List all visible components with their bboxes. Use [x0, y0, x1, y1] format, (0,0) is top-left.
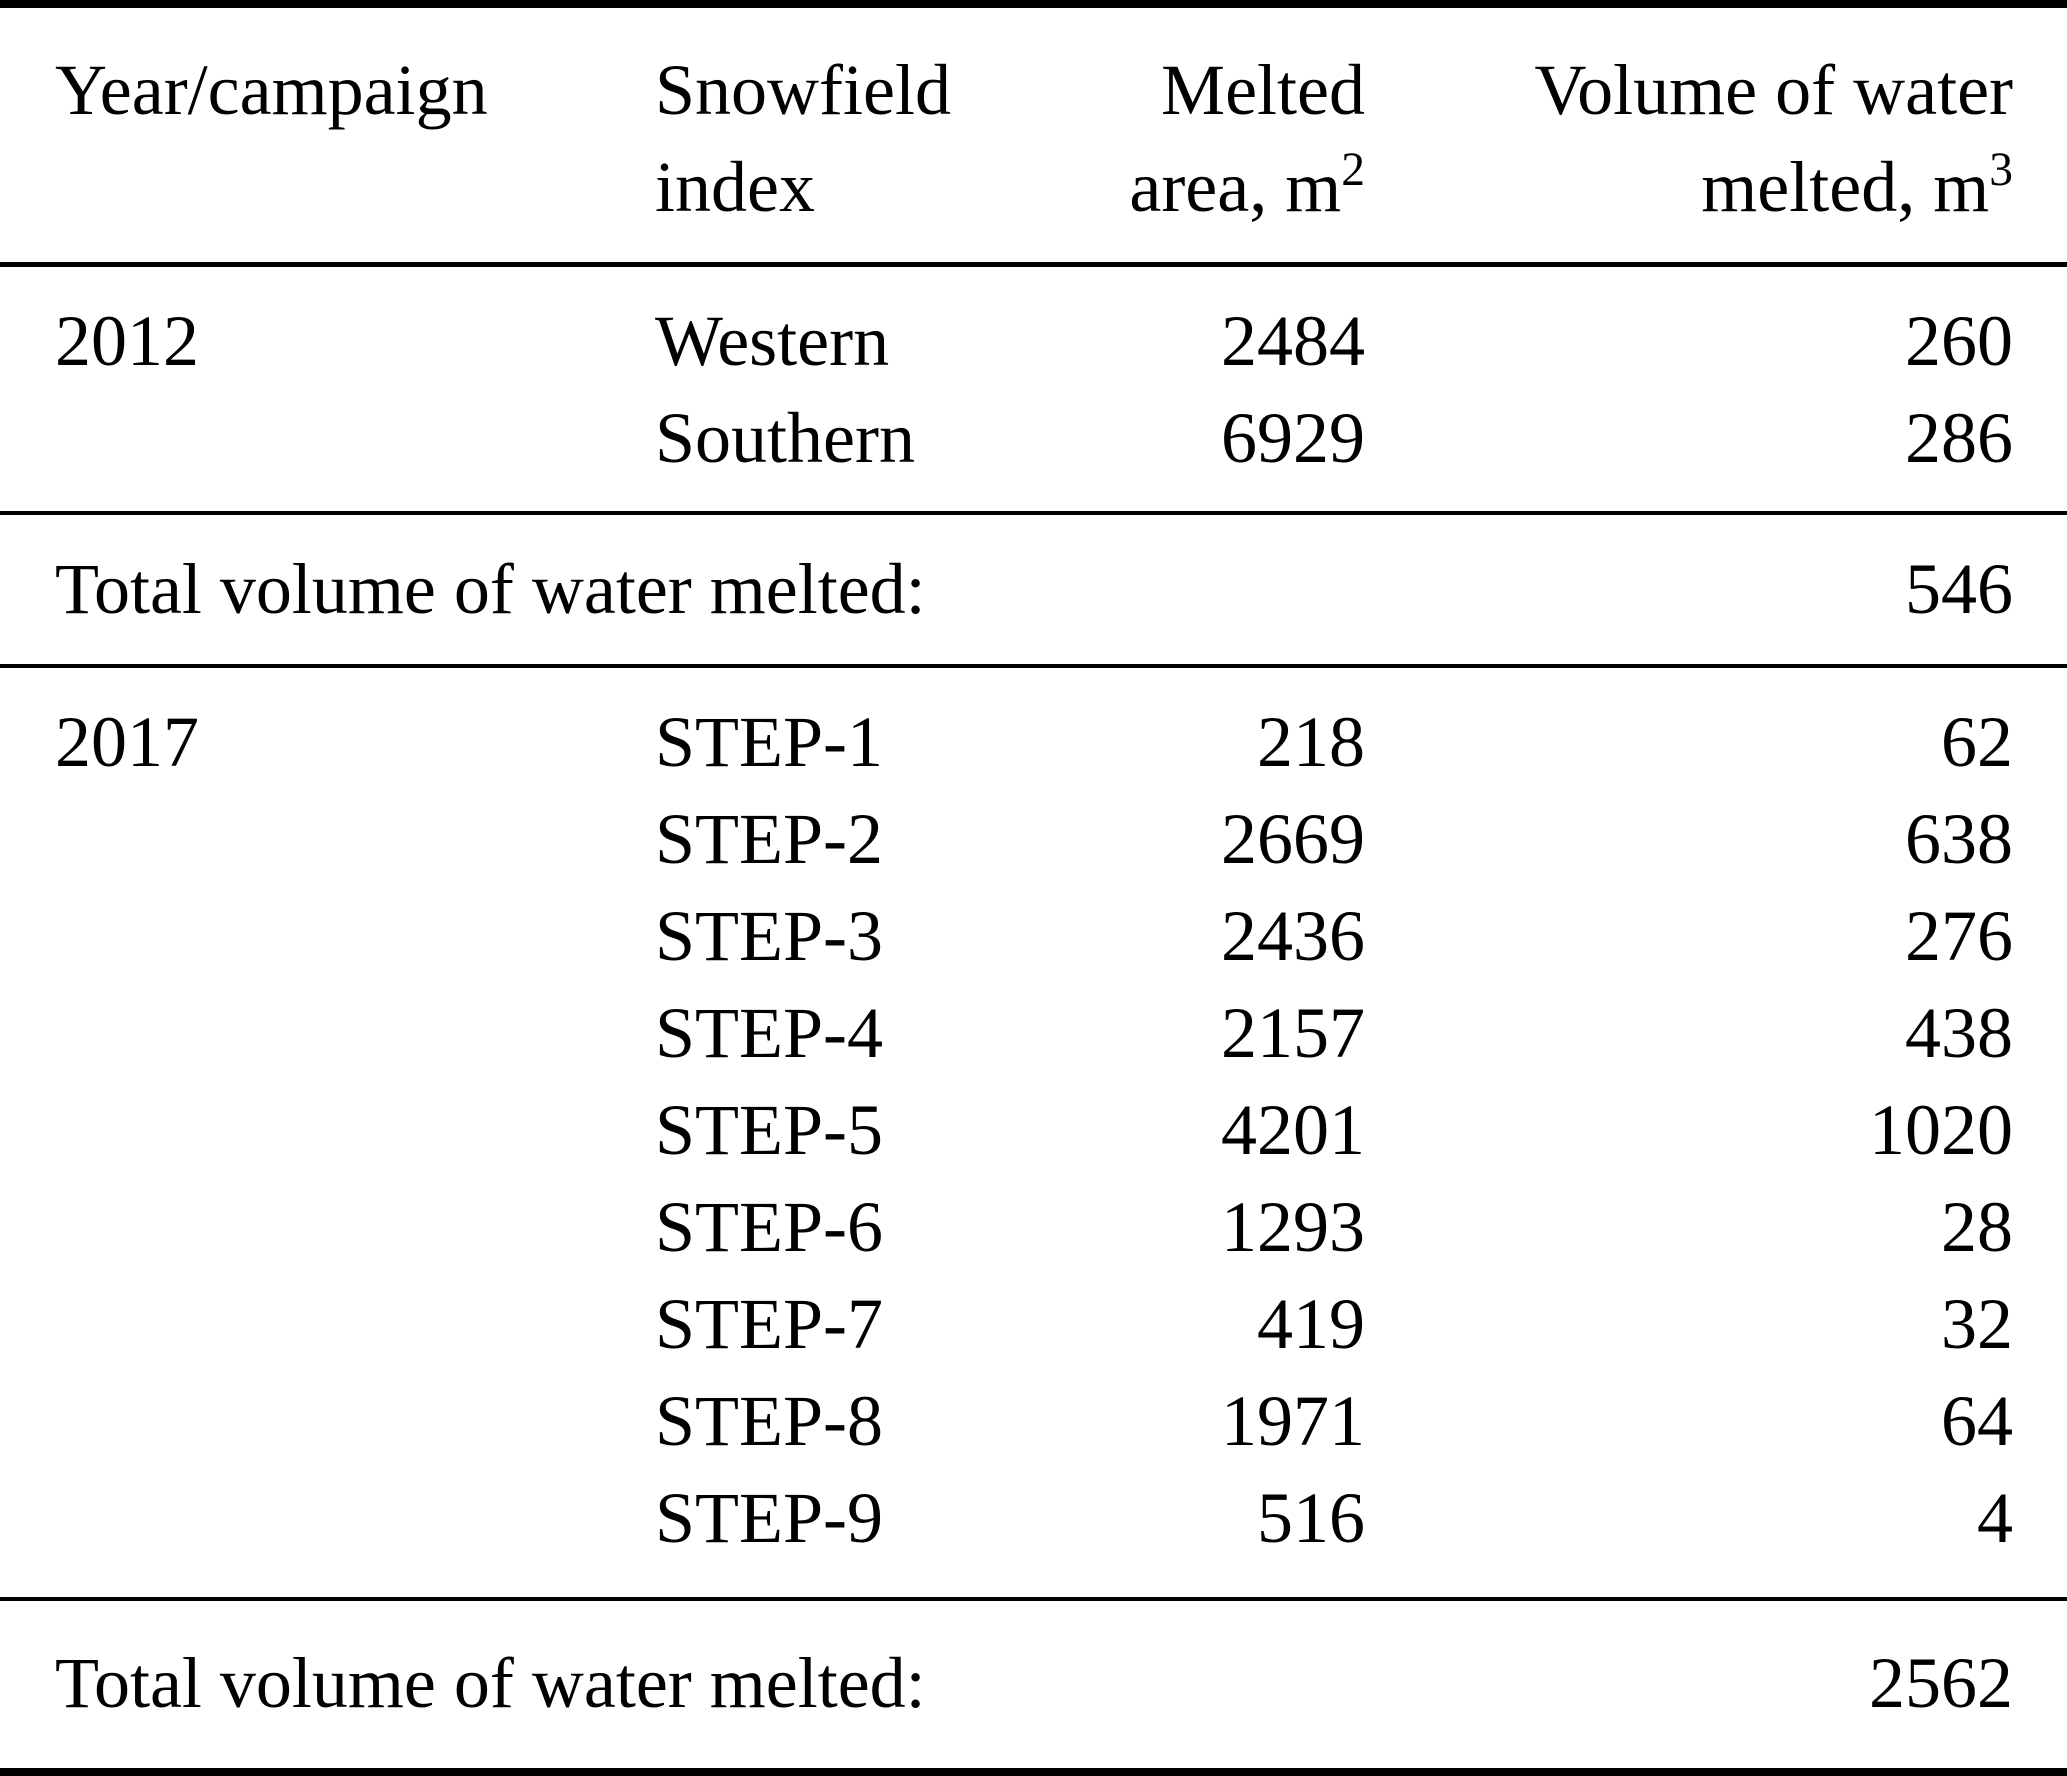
- area-cell: 2669: [1221, 799, 1365, 879]
- col-header-year: Year/campaign: [0, 4, 600, 267]
- table-header: Year/campaign Snowfield index Melted are…: [0, 4, 2067, 267]
- table-row: 2012 Western 2484 260: [0, 265, 2067, 391]
- table-row: 2017 STEP-1 218 62: [0, 666, 2067, 791]
- snowfield-cell: STEP-2: [655, 799, 884, 879]
- year-cell: 2012: [55, 301, 199, 381]
- year-cell: 2017: [55, 702, 199, 782]
- volume-cell: 64: [1941, 1381, 2013, 1461]
- area-cell: 218: [1257, 702, 1365, 782]
- snowfield-cell: STEP-9: [655, 1478, 884, 1558]
- table-row: STEP-9 516 4: [0, 1470, 2067, 1599]
- snowfield-cell: STEP-4: [655, 993, 884, 1073]
- area-cell: 2484: [1221, 301, 1365, 381]
- snowfield-cell: Southern: [655, 398, 915, 478]
- table-row: STEP-5 4201 1020: [0, 1082, 2067, 1179]
- area-cell: 1293: [1221, 1187, 1365, 1267]
- col-header-volume-line2: melted, m3: [1701, 143, 2013, 227]
- col-header-snowfield: Snowfield index: [600, 4, 1100, 267]
- volume-cell: 4: [1977, 1478, 2013, 1558]
- table-row: STEP-8 1971 64: [0, 1373, 2067, 1470]
- table-row: STEP-3 2436 276: [0, 888, 2067, 985]
- area-cell: 4201: [1221, 1090, 1365, 1170]
- total-value-cell: 2562: [1365, 1597, 2067, 1774]
- area-cell: 516: [1257, 1478, 1365, 1558]
- table-row: STEP-6 1293 28: [0, 1179, 2067, 1276]
- total-row-2012: Total volume of water melted: 546: [0, 511, 2067, 668]
- volume-cell: 1020: [1869, 1090, 2013, 1170]
- col-header-area-line1: Melted: [1161, 50, 1365, 130]
- volume-cell: 32: [1941, 1284, 2013, 1364]
- snowfield-cell: STEP-8: [655, 1381, 884, 1461]
- total-value-cell: 546: [1365, 511, 2067, 668]
- col-header-year-label: Year/campaign: [55, 50, 488, 130]
- area-cell: 1971: [1221, 1381, 1365, 1461]
- volume-cell: 276: [1905, 896, 2013, 976]
- volume-cell: 62: [1941, 702, 2013, 782]
- total-row-2017: Total volume of water melted: 2562: [0, 1597, 2067, 1774]
- area-cell: 2157: [1221, 993, 1365, 1073]
- col-header-snowfield-line1: Snowfield: [655, 50, 951, 130]
- area-unit-superscript: 2: [1341, 143, 1365, 196]
- section-2012: 2012 Western 2484 260 Southern 6929 286 …: [0, 265, 2067, 668]
- section-2017: 2017 STEP-1 218 62 STEP-2 2669 638 STEP-…: [0, 666, 2067, 1774]
- volume-cell: 260: [1905, 301, 2013, 381]
- col-header-snowfield-line2: index: [655, 147, 815, 227]
- col-header-volume-line1: Volume of water: [1534, 50, 2013, 130]
- col-header-area: Melted area, m2: [1100, 4, 1365, 267]
- volume-cell: 286: [1905, 398, 2013, 478]
- volume-unit-superscript: 3: [1989, 143, 2013, 196]
- area-cell: 6929: [1221, 398, 1365, 478]
- table-row: Southern 6929 286: [0, 390, 2067, 513]
- snowfield-cell: STEP-6: [655, 1187, 884, 1267]
- total-label-cell: Total volume of water melted:: [0, 511, 1365, 668]
- snowfield-cell: STEP-3: [655, 896, 884, 976]
- col-header-area-line2: area, m2: [1129, 143, 1365, 227]
- volume-cell: 638: [1905, 799, 2013, 879]
- volume-cell: 28: [1941, 1187, 2013, 1267]
- header-row: Year/campaign Snowfield index Melted are…: [0, 4, 2067, 267]
- snowfield-cell: STEP-5: [655, 1090, 884, 1170]
- volume-cell: 438: [1905, 993, 2013, 1073]
- table-row: STEP-7 419 32: [0, 1276, 2067, 1373]
- table-row: STEP-4 2157 438: [0, 985, 2067, 1082]
- area-cell: 2436: [1221, 896, 1365, 976]
- col-header-volume: Volume of water melted, m3: [1365, 4, 2067, 267]
- table-row: STEP-2 2669 638: [0, 791, 2067, 888]
- snowfield-cell: STEP-7: [655, 1284, 884, 1364]
- snowfield-cell: Western: [655, 301, 890, 381]
- snowfield-cell: STEP-1: [655, 702, 884, 782]
- total-label-cell: Total volume of water melted:: [0, 1597, 1365, 1774]
- area-cell: 419: [1257, 1284, 1365, 1364]
